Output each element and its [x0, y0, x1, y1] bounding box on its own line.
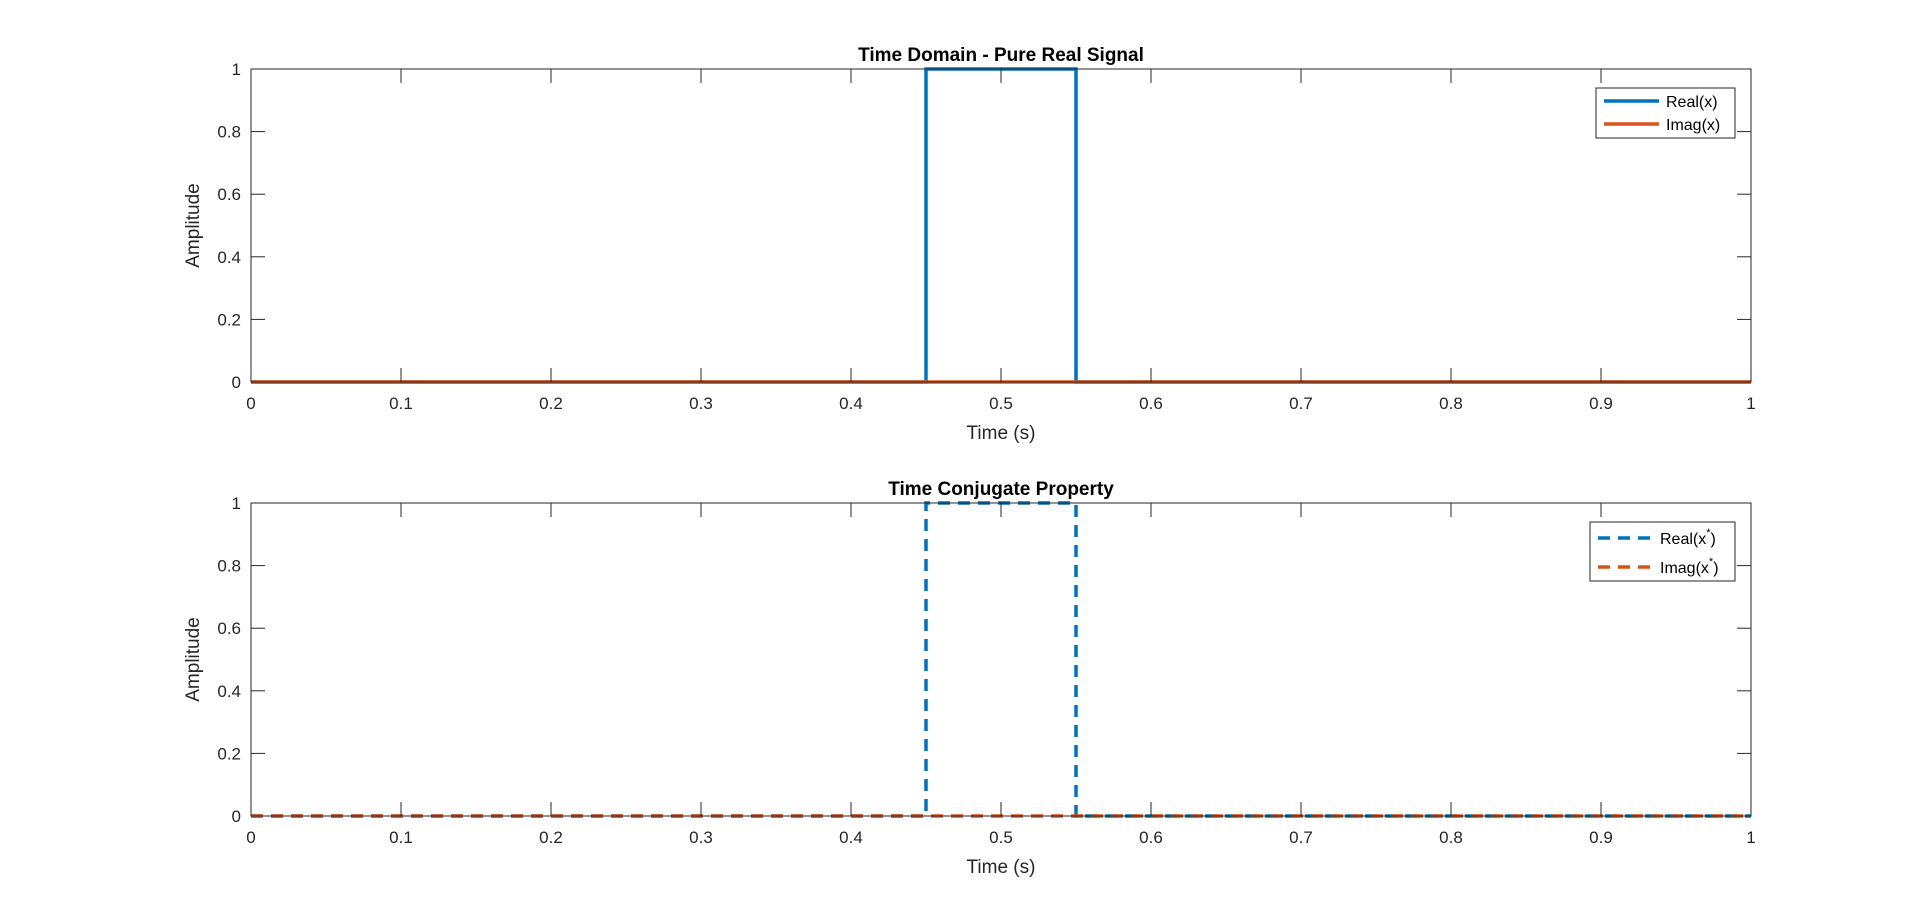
- legend-label: Real(x*): [1660, 527, 1716, 548]
- y-tick-label: 0.2: [217, 744, 241, 763]
- y-tick-label: 0.8: [217, 557, 241, 576]
- x-tick-label: 0.8: [1439, 828, 1463, 847]
- x-tick-label: 0.8: [1439, 394, 1463, 413]
- x-tick-label: 1: [1746, 394, 1755, 413]
- y-axis-label: Amplitude: [183, 183, 204, 268]
- y-tick-label: 1: [232, 494, 241, 513]
- chart-title: Time Domain - Pure Real Signal: [858, 45, 1144, 66]
- y-tick-label: 0.8: [217, 123, 241, 142]
- x-tick-label: 0.1: [389, 828, 413, 847]
- legend-box: [1595, 87, 1736, 139]
- chart-title: Time Conjugate Property: [888, 479, 1114, 500]
- x-tick-label: 0: [246, 394, 255, 413]
- legend-label-suffix: ): [1711, 531, 1716, 548]
- x-axis-label: Time (s): [967, 423, 1036, 444]
- x-tick-label: 0.6: [1139, 828, 1163, 847]
- x-tick-label: 0.4: [839, 394, 863, 413]
- legend-label-superscript: *: [1709, 556, 1714, 568]
- y-tick-label: 0: [232, 807, 241, 826]
- x-tick-label: 1: [1746, 828, 1755, 847]
- y-axis-label: Amplitude: [183, 617, 204, 702]
- x-tick-label: 0.9: [1589, 828, 1613, 847]
- legend-box: [1589, 521, 1736, 582]
- x-tick-label: 0.3: [689, 828, 713, 847]
- legend-label: Real(x): [1666, 94, 1718, 111]
- y-tick-label: 0.4: [217, 682, 241, 701]
- x-axis-label: Time (s): [967, 857, 1036, 878]
- chart-panel-2: 0 0.1 0.2 0.3 0.4 0.5 0.6 0.7 0.8 0.9 1 0 0.2 0.4 0.6 0…: [183, 479, 1756, 878]
- x-tick-label: 0.9: [1589, 394, 1613, 413]
- x-tick-label: 0.7: [1289, 394, 1313, 413]
- y-tick-label: 1: [232, 60, 241, 79]
- x-tick-label: 0: [246, 828, 255, 847]
- legend-label-superscript: *: [1706, 527, 1711, 539]
- plot-area: [251, 69, 1751, 382]
- chart-panel-1: 0 0.1 0.2 0.3 0.4 0.5 0.6 0.7 0.8 0.9 1 0 0.2 0.4 0.6 0…: [183, 45, 1756, 444]
- x-tick-label: 0.6: [1139, 394, 1163, 413]
- y-tick-label: 0: [232, 373, 241, 392]
- plot-area: [251, 503, 1751, 816]
- y-tick-label: 0.2: [217, 310, 241, 329]
- y-tick-label: 0.6: [217, 619, 241, 638]
- y-tick-label: 0.4: [217, 248, 241, 267]
- x-tick-label: 0.2: [539, 828, 563, 847]
- x-tick-label: 0.2: [539, 394, 563, 413]
- x-tick-label: 0.5: [989, 394, 1013, 413]
- y-tick-label: 0.6: [217, 185, 241, 204]
- legend-label: Imag(x*): [1660, 556, 1719, 577]
- x-tick-label: 0.3: [689, 394, 713, 413]
- legend: Real(x) Imag(x): [1595, 87, 1736, 139]
- legend-label: Imag(x): [1666, 117, 1720, 134]
- x-tick-label: 0.7: [1289, 828, 1313, 847]
- legend-label-suffix: ): [1713, 560, 1718, 577]
- legend: Real(x*) Imag(x*): [1589, 521, 1736, 582]
- x-tick-label: 0.1: [389, 394, 413, 413]
- x-tick-label: 0.4: [839, 828, 863, 847]
- x-tick-label: 0.5: [989, 828, 1013, 847]
